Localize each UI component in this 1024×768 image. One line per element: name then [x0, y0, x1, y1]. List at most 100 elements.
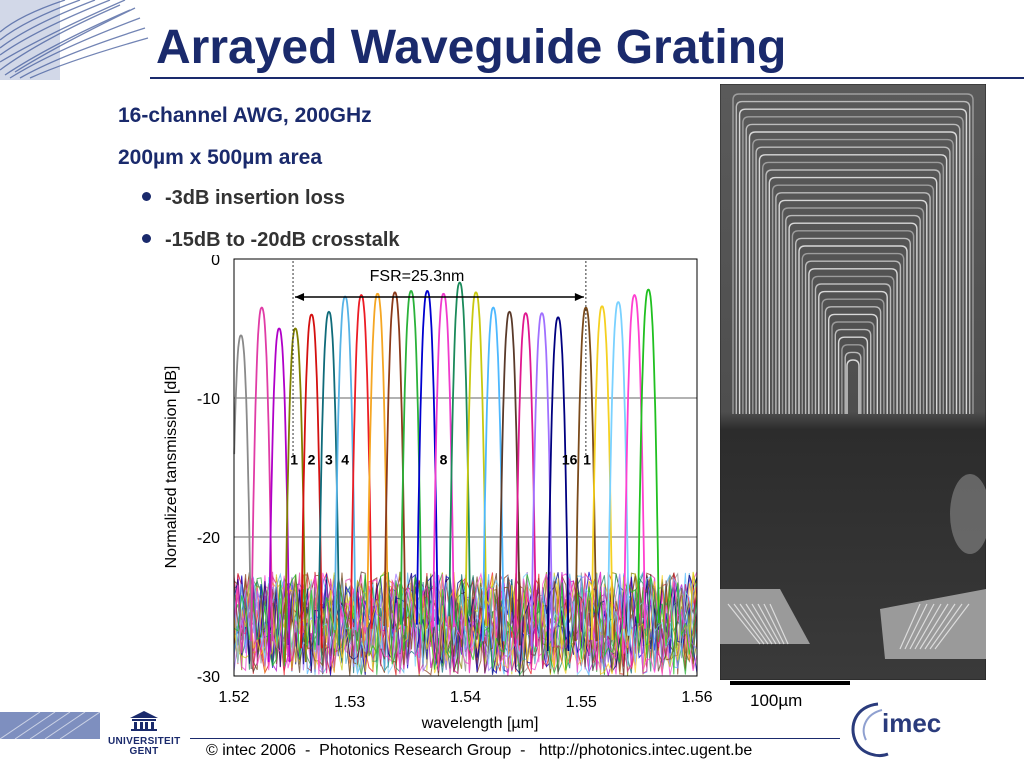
io-waveguide — [757, 603, 781, 645]
channel-transmission-line — [300, 313, 323, 649]
waveguide-loop — [821, 298, 885, 414]
waveguide-loop — [841, 344, 865, 414]
channel-transmission-line — [267, 327, 291, 663]
waveguide-loop — [752, 138, 954, 414]
waveguide-loop — [791, 230, 915, 414]
title-divider — [150, 77, 1024, 79]
channel-transmission-line — [350, 294, 373, 629]
x-tick-label: 1.52 — [218, 689, 249, 706]
awg-micrograph-image — [720, 84, 986, 680]
io-waveguide — [934, 603, 970, 650]
y-tick-label: -20 — [197, 530, 220, 547]
io-waveguide — [751, 603, 777, 645]
footer-brush-art — [0, 712, 100, 739]
waveguide-loop — [824, 306, 882, 414]
y-tick-label: -30 — [197, 669, 220, 686]
io-waveguide — [924, 603, 956, 650]
waveguide-loop — [818, 290, 888, 414]
io-waveguide — [909, 603, 935, 650]
waveguide-loop — [775, 192, 931, 414]
y-axis-label: Normalized tansmission [dB] — [163, 366, 180, 569]
channel-number-label: 16 — [562, 452, 578, 468]
channel-transmission-line — [317, 310, 341, 646]
waveguide-loop — [811, 275, 895, 414]
channel-transmission-line — [366, 292, 389, 628]
io-waveguide — [727, 603, 761, 645]
io-waveguide — [763, 603, 785, 645]
bullet-item: -15dB to -20dB crosstalk — [142, 229, 400, 252]
waveguide-loop — [781, 207, 925, 414]
fsr-arrow-head-right — [574, 293, 584, 301]
channel-transmission-line — [432, 292, 455, 628]
waveguide-loop — [798, 245, 908, 414]
waveguide-loop — [844, 351, 862, 414]
channel-transmission-line — [590, 305, 614, 640]
waveguide-loop — [778, 199, 928, 414]
scale-bar — [730, 681, 850, 685]
fsr-annotation: FSR=25.3nm — [370, 268, 465, 285]
io-waveguide — [739, 603, 769, 645]
channel-transmission-line — [250, 306, 274, 642]
imec-logo-text: imec — [882, 708, 942, 738]
waveguide-loop — [745, 123, 961, 414]
waveguide-loop — [804, 260, 902, 414]
bullet-text: -15dB to -20dB crosstalk — [165, 229, 400, 251]
x-tick-label: 1.55 — [566, 694, 597, 711]
io-waveguide — [914, 603, 942, 650]
university-building-icon — [130, 711, 158, 731]
waveguide-loop — [755, 146, 951, 414]
awg-transmission-chart: 1 2 3 4 8 16 1 0-10-20-301.52 1.53 1.54 1.55 1.56 … — [163, 255, 713, 732]
io-waveguide — [769, 603, 789, 645]
waveguide-loop — [801, 252, 905, 414]
bullet-text: -3dB insertion loss — [165, 187, 346, 209]
channel-transmission-line — [607, 301, 630, 636]
y-tick-label: 0 — [211, 255, 220, 269]
university-name: UNIVERSITEIT GENT — [108, 736, 181, 757]
slide-title: Arrayed Waveguide Grating — [156, 21, 787, 74]
io-waveguide — [919, 603, 949, 650]
waveguide-loop — [788, 222, 918, 414]
channel-transmission-line — [637, 288, 660, 624]
channel-transmission-line — [498, 310, 521, 646]
channel-transmission-line — [530, 312, 554, 647]
waveguide-loop — [795, 237, 911, 414]
io-waveguide — [745, 603, 773, 645]
waveguide-loop — [748, 131, 958, 414]
waveguide-loop — [785, 214, 921, 414]
x-tick-label: 1.56 — [681, 689, 712, 706]
io-waveguide — [733, 603, 765, 645]
noise-floor-line — [233, 571, 698, 676]
x-tick-label: 1.54 — [450, 689, 481, 706]
waveguide-loop — [834, 328, 872, 414]
footer-divider — [190, 738, 840, 739]
channel-transmission-line — [464, 291, 488, 627]
waveguide-loop — [735, 100, 971, 414]
io-waveguide — [929, 603, 963, 650]
channel-transmission-line — [416, 290, 439, 625]
bullet-dot-icon — [142, 192, 151, 202]
channel-transmission-line — [284, 327, 307, 663]
waveguide-loop — [771, 184, 935, 414]
io-waveguide — [899, 603, 921, 650]
y-tick-label: -10 — [197, 391, 220, 408]
channel-transmission-line — [482, 306, 505, 642]
channel-number-label: 8 — [440, 452, 448, 468]
channel-number-label: 3 — [325, 452, 333, 468]
waveguide-loop — [765, 169, 941, 414]
channel-number-label: 2 — [308, 452, 316, 468]
io-waveguide — [904, 603, 928, 650]
waveguide-loop — [762, 161, 944, 414]
bullet-item: -3dB insertion loss — [142, 187, 345, 210]
waveguide-loop — [768, 176, 938, 414]
x-axis-label: wavelength [µm] — [421, 715, 539, 732]
channel-transmission-line — [448, 281, 471, 617]
bullet-dot-icon — [142, 234, 151, 244]
noise-floor-line — [233, 573, 698, 674]
imec-swirl-icon — [851, 702, 889, 757]
waveguide-loop — [831, 321, 875, 414]
scale-label: 100µm — [750, 691, 803, 710]
waveguide-loop — [742, 116, 964, 414]
waveguide-loop — [837, 336, 869, 414]
spec-channels: 16-channel AWG, 200GHz — [118, 104, 372, 127]
footer-copyright: © intec 2006 - Photonics Research Group … — [206, 742, 753, 759]
